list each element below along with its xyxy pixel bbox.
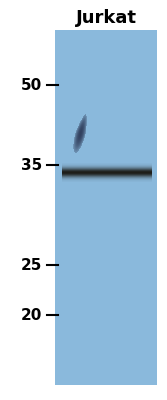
Text: Jurkat: Jurkat: [75, 9, 136, 27]
Text: 35: 35: [21, 158, 42, 172]
Text: 25: 25: [21, 258, 42, 272]
Text: 20: 20: [21, 308, 42, 322]
Text: 50: 50: [21, 78, 42, 92]
